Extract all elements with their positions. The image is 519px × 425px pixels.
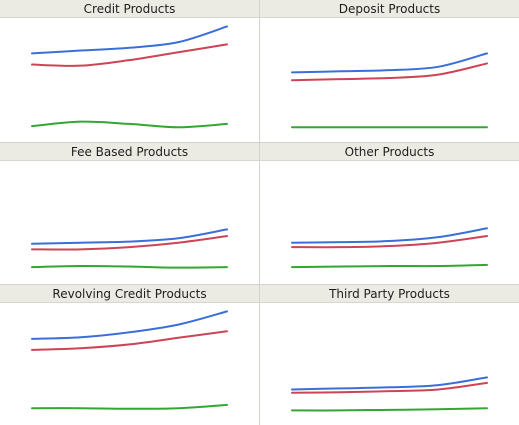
series-line-3 (31, 264, 228, 269)
plot-area (260, 303, 519, 425)
series-line-1 (291, 227, 488, 244)
line-chart (291, 52, 488, 129)
plot-area (260, 18, 519, 142)
series-line-2 (31, 330, 228, 351)
plot-area (260, 161, 519, 284)
plot-area (0, 303, 259, 425)
series-line-3 (31, 120, 228, 129)
line-chart (31, 25, 228, 129)
series-line-1 (291, 52, 488, 74)
grid-divider-vertical (259, 0, 260, 425)
plot-area (0, 161, 259, 284)
panel-title: Third Party Products (260, 285, 519, 303)
panel-revolving-credit-products: Revolving Credit Products (0, 285, 259, 425)
series-line-2 (291, 381, 488, 394)
series-line-2 (31, 235, 228, 251)
series-line-3 (291, 407, 488, 412)
panel-title: Deposit Products (260, 0, 519, 18)
series-line-1 (291, 376, 488, 391)
panel-third-party-products: Third Party Products (260, 285, 519, 425)
panel-fee-based-products: Fee Based Products (0, 143, 259, 284)
series-line-3 (291, 263, 488, 269)
grid-divider-horizontal (0, 142, 519, 143)
panel-title: Credit Products (0, 0, 259, 18)
panel-credit-products: Credit Products (0, 0, 259, 142)
panel-title: Other Products (260, 143, 519, 161)
series-line-1 (31, 310, 228, 340)
panel-title: Fee Based Products (0, 143, 259, 161)
series-line-1 (31, 228, 228, 245)
plot-area (0, 18, 259, 142)
series-line-2 (291, 62, 488, 82)
line-chart (31, 310, 228, 410)
series-line-3 (31, 403, 228, 410)
line-chart (31, 228, 228, 269)
line-chart (291, 227, 488, 269)
line-chart (291, 376, 488, 412)
panel-other-products: Other Products (260, 143, 519, 284)
grid-divider-horizontal (0, 284, 519, 285)
panel-title: Revolving Credit Products (0, 285, 259, 303)
series-line-2 (31, 43, 228, 67)
panel-deposit-products: Deposit Products (260, 0, 519, 142)
series-line-2 (291, 235, 488, 249)
series-line-1 (31, 25, 228, 55)
